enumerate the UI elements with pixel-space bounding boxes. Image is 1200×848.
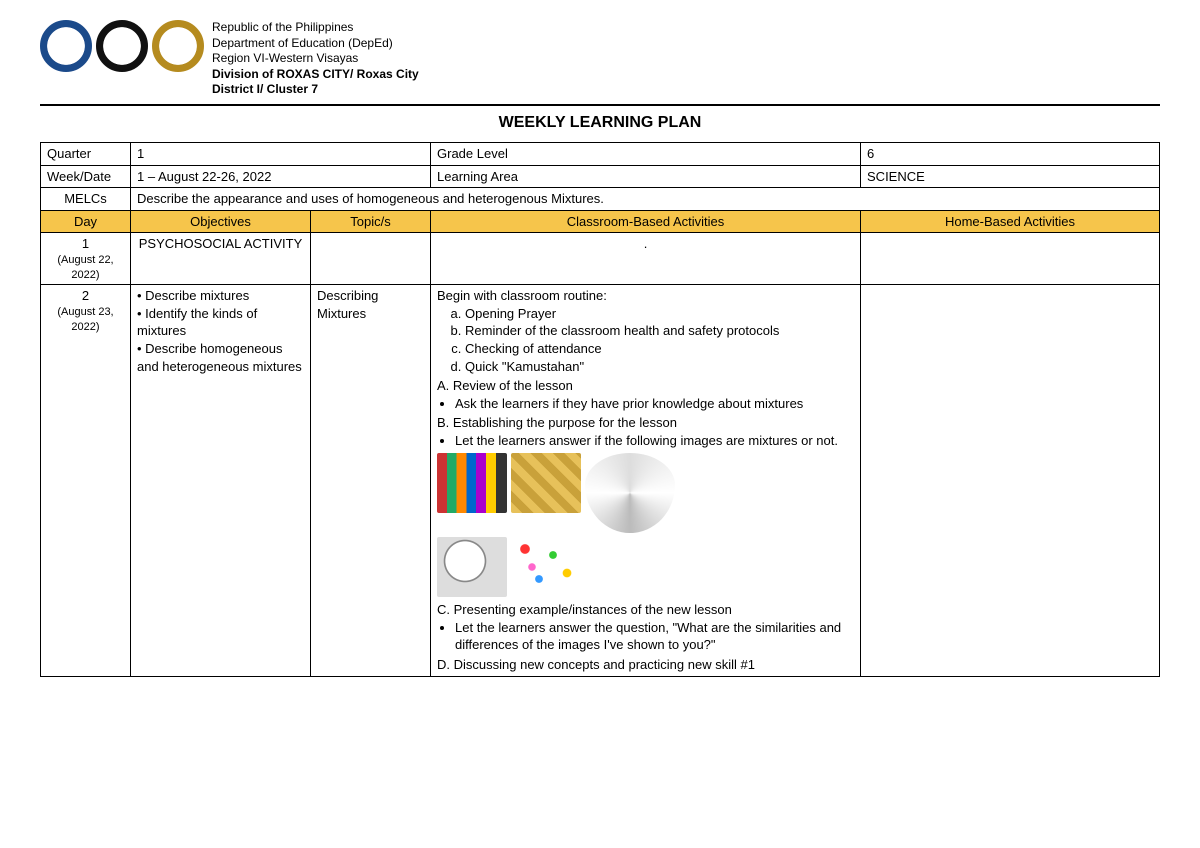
candy-image-icon [511, 537, 581, 597]
routine-item: Opening Prayer [465, 305, 854, 323]
column-headers: Day Objectives Topic/s Classroom-Based A… [41, 210, 1160, 233]
gold-bars-image-icon [511, 453, 581, 513]
section-a-title: A. Review of the lesson [437, 377, 854, 395]
image-row-1 [437, 453, 854, 533]
deped-seal-icon [40, 20, 92, 72]
day-cell: 2 (August 23, 2022) [41, 285, 131, 676]
sodas-image-icon [437, 453, 507, 513]
topic-cell [311, 233, 431, 285]
section-c-bullet: Let the learners answer the question, "W… [455, 619, 854, 654]
classroom-intro: Begin with classroom routine: [437, 287, 854, 305]
quarter-value: 1 [131, 142, 431, 165]
classroom-cell: . [431, 233, 861, 285]
routine-list: Opening Prayer Reminder of the classroom… [465, 305, 854, 375]
section-c-title: C. Presenting example/instances of the n… [437, 601, 854, 619]
header-line: Republic of the Philippines [212, 20, 419, 36]
grade-value: 6 [861, 142, 1160, 165]
col-objectives: Objectives [131, 210, 311, 233]
header-line: Department of Education (DepEd) [212, 36, 419, 52]
page-title: WEEKLY LEARNING PLAN [40, 114, 1160, 132]
section-b-bullet: Let the learners answer if the following… [455, 432, 854, 450]
topic-cell: Describing Mixtures [311, 285, 431, 676]
divider [40, 104, 1160, 106]
plan-table: Quarter 1 Grade Level 6 Week/Date 1 – Au… [40, 142, 1160, 677]
district-seal-icon [152, 20, 204, 72]
day-date: (August 22, 2022) [47, 253, 124, 283]
week-label: Week/Date [41, 165, 131, 188]
header-line-bold: Division of ROXAS CITY/ Roxas City [212, 67, 419, 83]
logo-group [40, 20, 204, 72]
section-a-bullet: Ask the learners if they have prior know… [455, 395, 854, 413]
info-row: MELCs Describe the appearance and uses o… [41, 188, 1160, 211]
day-cell: 1 (August 22, 2022) [41, 233, 131, 285]
image-row-2 [437, 537, 854, 597]
table-row: 1 (August 22, 2022) PSYCHOSOCIAL ACTIVIT… [41, 233, 1160, 285]
col-day: Day [41, 210, 131, 233]
header-line: Region VI-Western Visayas [212, 51, 419, 67]
col-classroom: Classroom-Based Activities [431, 210, 861, 233]
objective-item: Describe homogeneous and heterogeneous m… [137, 341, 302, 374]
grade-label: Grade Level [431, 142, 861, 165]
objectives-cell: • Describe mixtures • Identify the kinds… [131, 285, 311, 676]
routine-item: Checking of attendance [465, 340, 854, 358]
letterhead-text: Republic of the Philippines Department o… [212, 20, 419, 98]
letterhead: Republic of the Philippines Department o… [40, 20, 1160, 98]
day-number: 2 [47, 287, 124, 305]
day-date: (August 23, 2022) [47, 305, 124, 335]
quarter-label: Quarter [41, 142, 131, 165]
routine-item: Reminder of the classroom health and saf… [465, 322, 854, 340]
col-topics: Topic/s [311, 210, 431, 233]
section-b-title: B. Establishing the purpose for the less… [437, 414, 854, 432]
objective-item: Describe mixtures [145, 288, 249, 303]
week-value: 1 – August 22-26, 2022 [131, 165, 431, 188]
section-d-title: D. Discussing new concepts and practicin… [437, 656, 854, 674]
area-label: Learning Area [431, 165, 861, 188]
home-cell [861, 285, 1160, 676]
info-row: Week/Date 1 – August 22-26, 2022 Learnin… [41, 165, 1160, 188]
classroom-cell: Begin with classroom routine: Opening Pr… [431, 285, 861, 676]
objectives-cell: PSYCHOSOCIAL ACTIVITY [131, 233, 311, 285]
salt-image-icon [437, 537, 507, 597]
info-row: Quarter 1 Grade Level 6 [41, 142, 1160, 165]
routine-item: Quick "Kamustahan" [465, 358, 854, 376]
home-cell [861, 233, 1160, 285]
division-seal-icon [96, 20, 148, 72]
header-line-bold: District I/ Cluster 7 [212, 82, 419, 98]
diamond-image-icon [585, 453, 675, 533]
area-value: SCIENCE [861, 165, 1160, 188]
melcs-value: Describe the appearance and uses of homo… [131, 188, 1160, 211]
melcs-label: MELCs [41, 188, 131, 211]
col-home: Home-Based Activities [861, 210, 1160, 233]
objective-item: Identify the kinds of mixtures [137, 306, 257, 339]
day-number: 1 [47, 235, 124, 253]
table-row: 2 (August 23, 2022) • Describe mixtures … [41, 285, 1160, 676]
